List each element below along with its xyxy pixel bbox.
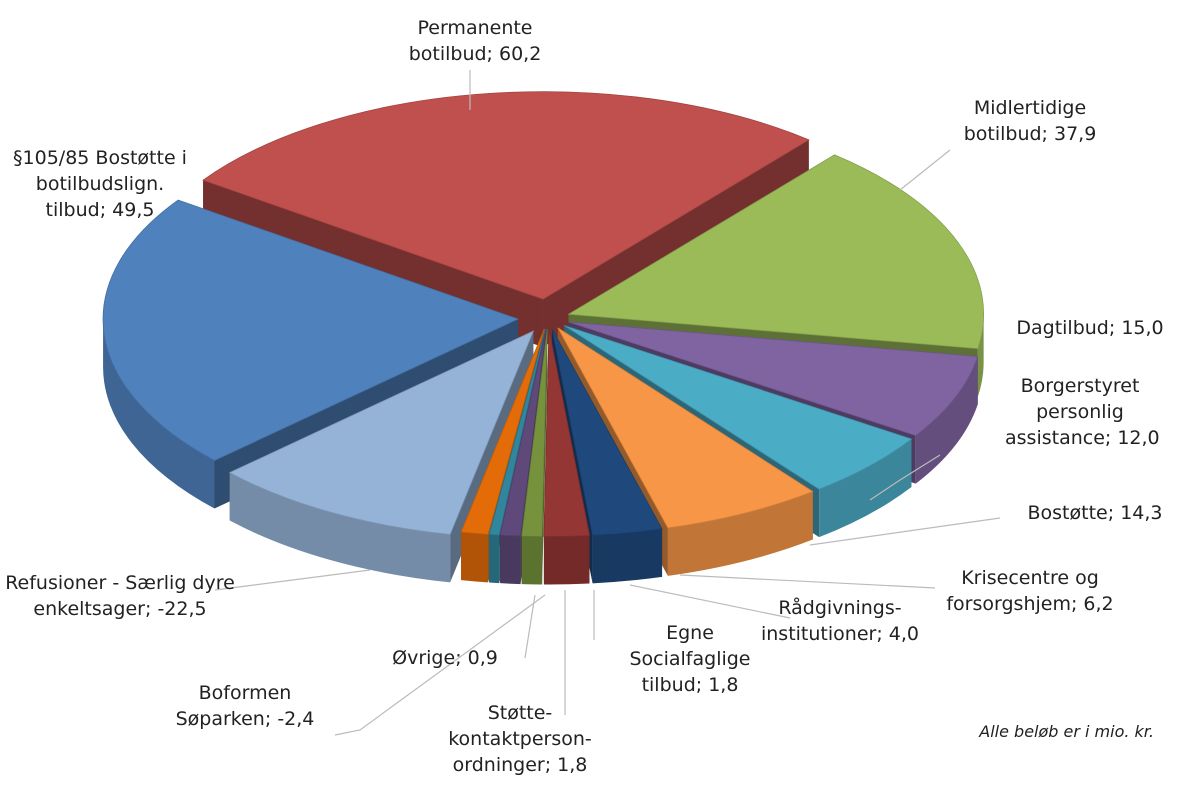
label-name: Refusioner - Særlig dyre enkeltsager — [5, 572, 235, 620]
data-label: Refusioner - Særlig dyre enkeltsager; -2… — [5, 570, 235, 622]
slice — [568, 321, 979, 437]
label-separator: ; — [99, 199, 113, 221]
label-value: 1,8 — [708, 674, 739, 696]
data-label: Permanente botilbud; 60,2 — [390, 15, 560, 67]
slice — [102, 199, 520, 461]
slice — [557, 327, 814, 529]
label-name: Støtte-kontaktperson-ordninger — [448, 702, 592, 776]
label-value: 60,2 — [499, 43, 542, 65]
slice — [543, 328, 590, 537]
label-separator: ; — [1070, 593, 1084, 615]
label-value: -22,5 — [157, 598, 207, 620]
label-value: 37,9 — [1054, 123, 1097, 145]
label-value: 6,2 — [1083, 593, 1114, 615]
label-name: Bostøtte — [1027, 502, 1108, 524]
label-separator: ; — [486, 43, 499, 65]
data-label: Dagtilbud; 15,0 — [990, 315, 1190, 341]
data-label: Krisecentre og forsorgshjem; 6,2 — [925, 565, 1135, 617]
label-name: Borgerstyret personlig assistance — [1005, 375, 1140, 449]
label-separator: ; — [876, 623, 889, 645]
data-label: Boformen Søparken; -2,4 — [165, 680, 325, 732]
slice — [202, 91, 810, 300]
label-separator: ; — [144, 598, 158, 620]
label-name: Midlertidige botilbud — [963, 97, 1087, 145]
label-value: 49,5 — [112, 199, 155, 221]
slice-side — [521, 536, 543, 585]
label-value: 0,9 — [467, 647, 498, 669]
slice-side — [543, 535, 590, 585]
label-separator: ; — [544, 754, 558, 776]
pie — [102, 91, 985, 585]
label-name: Dagtilbud — [1016, 317, 1109, 339]
annotation: Alle beløb er i mio. kr. — [979, 722, 1154, 741]
slice-side — [229, 472, 451, 583]
label-value: 15,0 — [1121, 317, 1164, 339]
slice-side — [103, 319, 215, 509]
label-name: Egne Socialfaglige tilbud — [629, 622, 751, 696]
label-name: Krisecentre og forsorgshjem — [946, 567, 1099, 615]
data-label: Borgerstyret personlig assistance; 12,0 — [1005, 373, 1160, 451]
slice-side — [667, 491, 813, 576]
label-value: 14,3 — [1120, 502, 1163, 524]
slice-side — [977, 314, 984, 397]
slice — [460, 328, 545, 535]
label-separator: ; — [264, 708, 278, 730]
label-value: 1,8 — [557, 754, 588, 776]
label-separator: ; — [1104, 427, 1118, 449]
label-name: Boformen Søparken — [175, 682, 292, 730]
slice-side — [592, 528, 663, 584]
data-label: §105/85 Bostøtte i botilbudslign. tilbud… — [5, 145, 195, 223]
label-separator: ; — [1108, 317, 1122, 339]
label-separator: ; — [1107, 502, 1121, 524]
label-name: §105/85 Bostøtte i botilbudslign. tilbud — [13, 147, 187, 221]
slice-side — [500, 535, 521, 585]
slice-side — [819, 439, 912, 538]
slice — [488, 328, 546, 536]
data-label: Midlertidige botilbud; 37,9 — [940, 95, 1120, 147]
data-label: Øvrige; 0,9 — [345, 645, 545, 671]
label-value: 4,0 — [888, 623, 919, 645]
label-name: Permanente botilbud — [408, 17, 533, 65]
slice — [228, 330, 535, 535]
slice — [521, 328, 548, 537]
label-separator: ; — [695, 674, 709, 696]
data-label: Bostøtte; 14,3 — [995, 500, 1194, 526]
label-separator: ; — [1041, 123, 1054, 145]
slice — [567, 154, 985, 350]
slice — [499, 328, 547, 537]
slice — [551, 328, 663, 536]
data-label: Rådgivnings-institutioner; 4,0 — [750, 595, 930, 647]
slice-side — [489, 534, 500, 584]
data-label: Egne Socialfaglige tilbud; 1,8 — [608, 620, 773, 698]
label-value: -2,4 — [277, 708, 315, 730]
label-separator: ; — [455, 647, 468, 669]
label-name: Rådgivnings-institutioner — [760, 597, 902, 645]
data-label: Støtte-kontaktperson-ordninger; 1,8 — [445, 700, 595, 778]
label-value: 12,0 — [1117, 427, 1160, 449]
slice-side — [461, 532, 489, 583]
slice — [563, 325, 913, 490]
label-name: Øvrige — [392, 647, 456, 669]
leader-lines — [214, 70, 1001, 736]
